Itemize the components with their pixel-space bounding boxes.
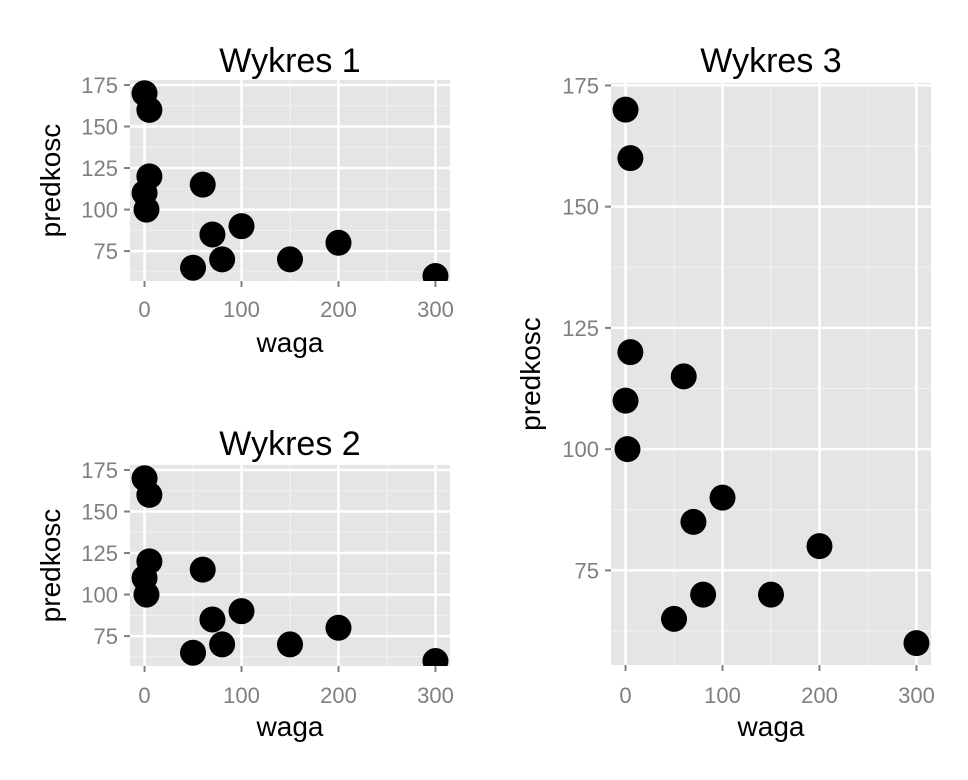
chart2-y-tick-label: 175	[81, 458, 118, 483]
chart2-y-axis-title: predkosc	[35, 509, 66, 623]
chart1-data-point	[133, 196, 160, 223]
chart1-data-point	[136, 96, 163, 123]
chart2-data-point	[180, 639, 207, 666]
chart1-y-axis-title: predkosc	[35, 124, 66, 238]
chart2-y-tick-label: 125	[81, 541, 118, 566]
chart2-x-tick-label: 0	[138, 683, 150, 708]
chart3-x-axis-title: waga	[737, 711, 805, 742]
chart2-data-point	[136, 481, 163, 508]
chart1-data-point	[422, 263, 449, 281]
chart3-data-point	[617, 145, 644, 172]
chart1-x-tick-label: 300	[417, 297, 454, 322]
chart2-data-point	[277, 631, 303, 658]
chart1-data-point	[209, 246, 236, 273]
chart3-data-point	[903, 630, 930, 657]
chart3-data-point	[758, 581, 784, 608]
chart3-x-tick-label: 100	[704, 683, 741, 708]
chart3-points	[612, 96, 930, 657]
chart1-x-tick-label: 200	[320, 297, 357, 322]
chart1-y-tick-label: 125	[81, 156, 118, 181]
chart2-y-tick-label: 100	[81, 583, 118, 608]
chart3-data-point	[806, 533, 833, 560]
chart3-y-tick-label: 100	[562, 437, 599, 462]
chart2-y-tick-label: 150	[81, 500, 118, 525]
chart1-data-point	[199, 221, 226, 248]
chart2-data-point	[189, 556, 216, 583]
chart2-data-point	[209, 631, 236, 658]
chart2-data-point	[199, 606, 226, 633]
chart1-data-point	[189, 171, 216, 198]
chart3-data-point	[661, 605, 688, 632]
chart3-x-tick-label: 300	[898, 683, 935, 708]
chart1-points	[131, 80, 449, 281]
chart3-x-tick-label: 200	[801, 683, 838, 708]
chart3-data-point	[709, 484, 736, 511]
chart2-data-point	[133, 581, 160, 608]
chart2-data-point	[228, 598, 255, 625]
chart3-data-point	[690, 581, 717, 608]
chart3-title: Wykres 3	[700, 42, 841, 80]
chart2-x-axis-title: waga	[256, 711, 324, 742]
chart1-data-point	[325, 229, 352, 256]
chart2-x-tick-label: 100	[223, 683, 260, 708]
chart1-data-point	[228, 213, 255, 240]
chart1-y-tick-label: 75	[94, 239, 118, 264]
chart3-data-point	[614, 436, 641, 463]
chart2-title: Wykres 2	[219, 425, 360, 463]
chart2-x-tick-label: 300	[417, 683, 454, 708]
chart3-y-tick-label: 150	[562, 195, 599, 220]
chart1-y-tick-label: 175	[81, 73, 118, 98]
chart1-title: Wykres 1	[219, 42, 360, 80]
chart-panel-3: 0 100 200 300 75 100 125 150 175 Wykres 3 waga pred…	[515, 42, 935, 742]
chart3-data-point	[612, 387, 639, 414]
chart1-x-axis-title: waga	[256, 327, 324, 358]
chart2-points	[131, 465, 449, 666]
chart3-y-tick-label: 75	[575, 558, 599, 583]
chart-panel-1: 0 100 200 300 75 100 125 150 175 Wykres 1 waga pred…	[35, 42, 454, 358]
chart3-data-point	[612, 96, 639, 123]
chart-panel-2: 0 100 200 300 75 100 125 150 175 Wykres 2 waga pred…	[35, 425, 454, 742]
chart2-data-point	[325, 614, 352, 641]
chart1-data-point	[180, 254, 207, 281]
chart3-y-axis-title: predkosc	[515, 317, 546, 431]
chart1-x-tick-label: 0	[138, 297, 150, 322]
chart1-data-point	[277, 246, 303, 273]
chart3-y-tick-label: 125	[562, 316, 599, 341]
chart2-y-tick-label: 75	[94, 624, 118, 649]
chart3-y-tick-label: 175	[562, 73, 599, 98]
chart3-x-tick-label: 0	[619, 683, 631, 708]
chart2-data-point	[422, 648, 449, 666]
chart2-x-tick-label: 200	[320, 683, 357, 708]
chart1-x-tick-label: 100	[223, 297, 260, 322]
chart1-y-tick-label: 100	[81, 198, 118, 223]
chart3-data-point	[680, 508, 707, 535]
chart3-data-point	[670, 363, 697, 390]
chart3-data-point	[617, 339, 644, 366]
chart1-y-tick-label: 150	[81, 115, 118, 140]
